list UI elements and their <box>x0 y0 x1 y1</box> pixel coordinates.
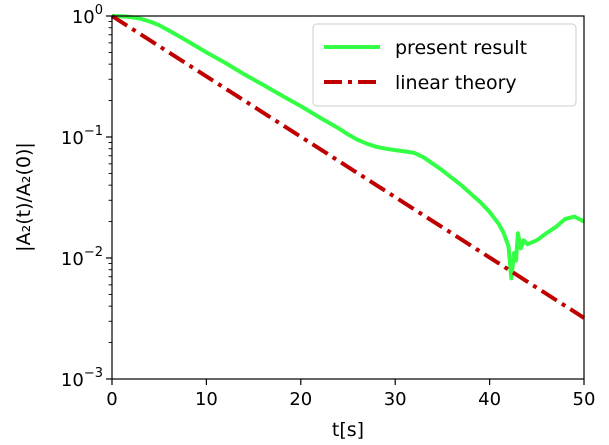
y-tick-label-base: 10−1 <box>61 124 103 149</box>
x-tick-label: 10 <box>195 389 218 410</box>
x-axis: 0 10 20 30 40 50 <box>106 379 595 410</box>
y-tick-label: 10−2 <box>61 245 103 270</box>
y-tick-label: 100 <box>72 3 103 28</box>
plot-frame <box>111 15 585 380</box>
x-tick-label: 50 <box>573 389 596 410</box>
legend-label-present-result: present result <box>395 37 527 59</box>
y-tick-label-base: 10−2 <box>61 245 103 270</box>
legend: present result linear theory <box>312 23 577 107</box>
y-tick-label: 10−1 <box>61 124 103 149</box>
series-line-linear-theory <box>110 14 586 320</box>
y-axis-label: |A₂(t)/A₂(0)| <box>13 142 35 252</box>
series-line-present-result <box>111 14 585 281</box>
legend-box <box>312 23 577 107</box>
x-tick-label: 20 <box>289 389 312 410</box>
x-axis-label: t[s] <box>332 419 364 441</box>
y-tick-label-base: 100 <box>72 3 103 28</box>
series-layer <box>110 14 586 320</box>
x-tick-label: 0 <box>106 389 117 410</box>
legend-label-linear-theory: linear theory <box>395 72 517 94</box>
x-tick-label: 30 <box>384 389 407 410</box>
x-tick-label: 40 <box>478 389 501 410</box>
y-tick-label-base: 10−3 <box>61 366 103 391</box>
y-tick-label: 10−3 <box>61 366 103 391</box>
y-axis: 100 10−1 10−2 10−3 <box>61 3 112 391</box>
